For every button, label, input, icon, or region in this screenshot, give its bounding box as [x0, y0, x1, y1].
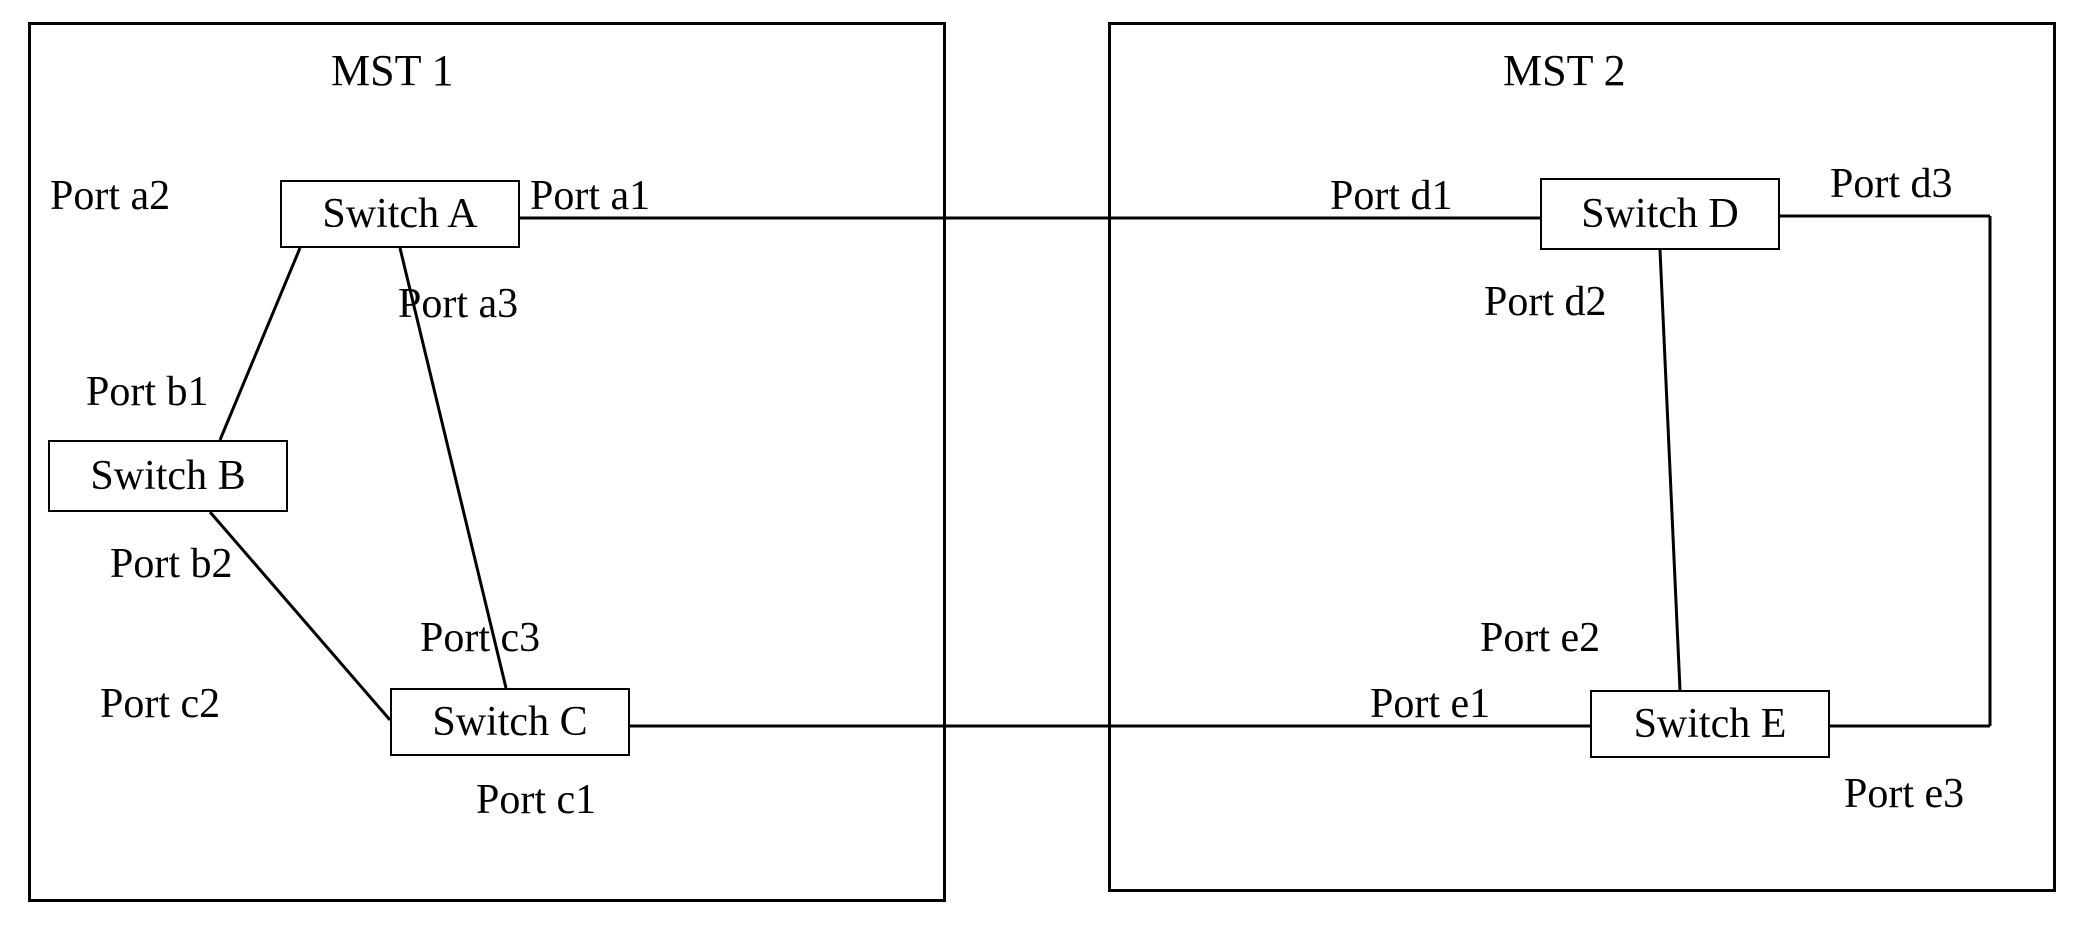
node-switch-d: Switch D	[1540, 178, 1780, 250]
port-label-c1: Port c1	[476, 776, 596, 824]
node-switch-b: Switch B	[48, 440, 288, 512]
port-label-c3: Port c3	[420, 614, 540, 662]
node-switch-a: Switch A	[280, 180, 520, 248]
port-label-c2: Port c2	[100, 680, 220, 728]
node-switch-e: Switch E	[1590, 690, 1830, 758]
port-label-d1: Port d1	[1330, 172, 1453, 220]
node-switch-c: Switch C	[390, 688, 630, 756]
port-label-e3: Port e3	[1844, 770, 1964, 818]
port-label-d2: Port d2	[1484, 278, 1607, 326]
region-mst1-title: MST 1	[331, 45, 454, 96]
port-label-b1: Port b1	[86, 368, 209, 416]
port-label-d3: Port d3	[1830, 160, 1953, 208]
port-label-a2: Port a2	[50, 172, 170, 220]
region-mst2: MST 2	[1108, 22, 2056, 892]
port-label-e1: Port e1	[1370, 680, 1490, 728]
port-label-b2: Port b2	[110, 540, 233, 588]
port-label-e2: Port e2	[1480, 614, 1600, 662]
port-label-a1: Port a1	[530, 172, 650, 220]
port-label-a3: Port a3	[398, 280, 518, 328]
region-mst2-title: MST 2	[1503, 45, 1626, 96]
